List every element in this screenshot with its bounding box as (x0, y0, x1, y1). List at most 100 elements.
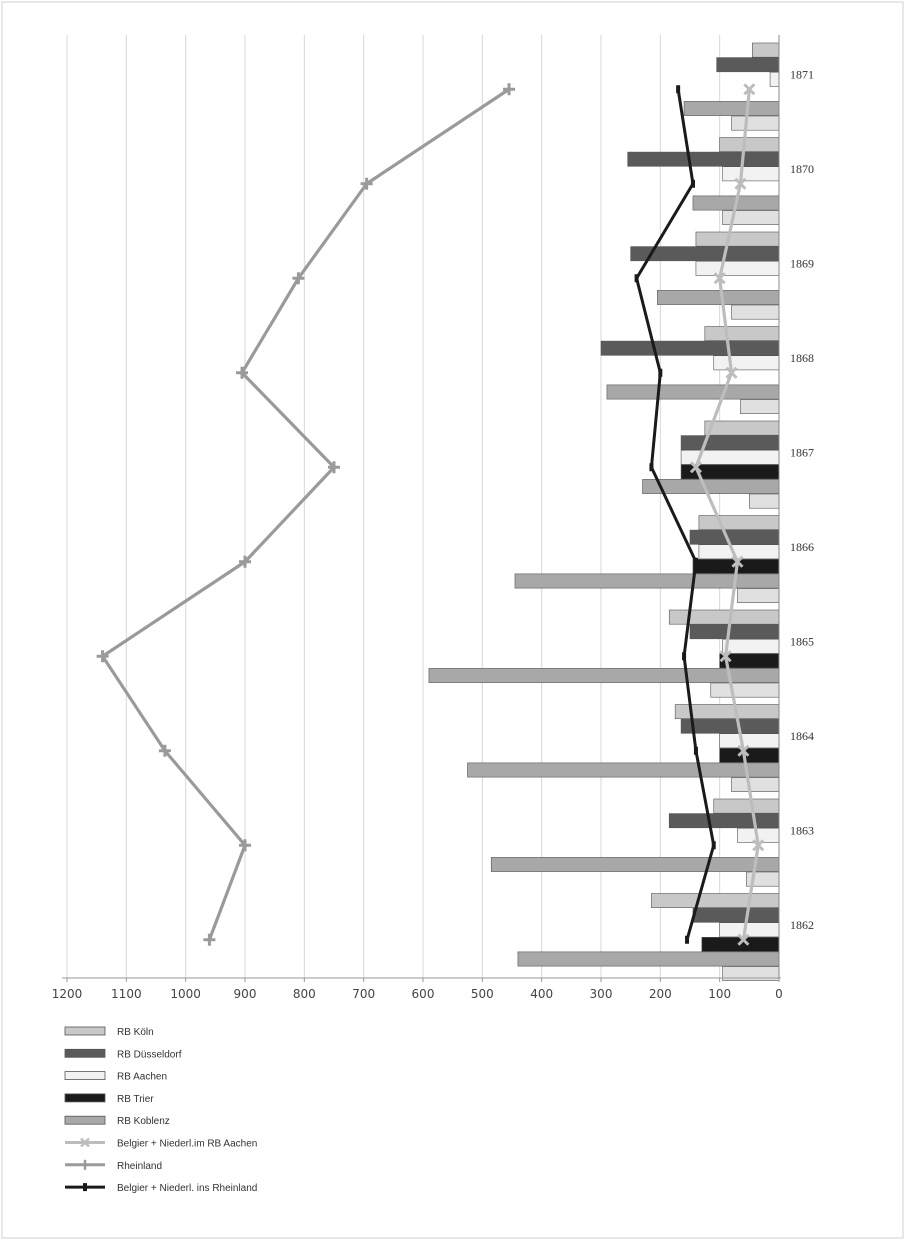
bar-rb-k-ln-1869 (696, 232, 779, 246)
year-label-1868: 1868 (790, 351, 814, 365)
point-belgier-niederl-ins-rheinland-1865 (682, 652, 686, 660)
bar-rb-aachen-1869 (696, 261, 779, 275)
line-belgier-niederl-ins-rheinland (637, 89, 714, 940)
point-belgier-niederl-ins-rheinland-1869 (635, 274, 639, 282)
bar-rb-k-ln-1862 (651, 894, 779, 908)
legend-swatch-rheinland (65, 1160, 105, 1170)
bar-rb-k-ln-1867 (705, 421, 779, 435)
bar-rb-k-ln-1868 (705, 327, 779, 341)
bar-rb-aachen-1868 (714, 356, 779, 370)
point-belgier-niederl-ins-rheinland-1863 (712, 841, 716, 849)
x-tick-label-1200: 1200 (52, 987, 83, 1001)
bar-rb-koblenz-1865 (429, 668, 779, 682)
bar-rb-d-sseldorf-1871 (717, 58, 779, 72)
year-label-1866: 1866 (790, 540, 814, 554)
legend-label-rb-k-ln: RB Köln (117, 1027, 154, 1038)
point-belgier-niederl-ins-rheinland-1868 (658, 369, 662, 377)
bar-rb-d-sseldorf-1863 (669, 814, 779, 828)
bar-series-5-1867 (749, 494, 779, 508)
bars (429, 43, 779, 981)
legend-swatch-rb-k-ln (65, 1027, 105, 1035)
point-belgier-niederl-ins-rheinland-1867 (649, 463, 653, 471)
legend-label-belgier-niederl-im-rb-aachen: Belgier + Niederl.im RB Aachen (117, 1139, 257, 1150)
bar-rb-aachen-1864 (720, 734, 779, 748)
point-belgier-niederl-ins-rheinland-1871 (676, 85, 680, 93)
legend-swatch-belgier-niederl-im-rb-aachen (65, 1139, 105, 1147)
legend-swatch-rb-koblenz (65, 1116, 105, 1124)
x-tick-label-1000: 1000 (170, 987, 201, 1001)
bar-rb-koblenz-1863 (491, 857, 779, 871)
x-axis: 1200 1100 1000 900 800 700 600 500 400 300 200 100 0 (52, 35, 783, 1001)
year-label-1865: 1865 (790, 634, 814, 648)
bar-rb-aachen-1870 (723, 167, 779, 181)
legend-label-rb-aachen: RB Aachen (117, 1072, 167, 1083)
bar-rb-d-sseldorf-1867 (681, 436, 779, 450)
point-belgier-niederl-ins-rheinland-1864 (694, 747, 698, 755)
legend-label-rb-koblenz: RB Koblenz (117, 1116, 170, 1127)
point-rheinland-1862 (203, 934, 215, 946)
line-rheinland (103, 89, 509, 940)
bar-rb-koblenz-1871 (684, 101, 779, 115)
bar-rb-aachen-1867 (681, 450, 779, 464)
bar-rb-aachen-1866 (699, 545, 779, 559)
bar-rb-d-sseldorf-1862 (693, 908, 779, 922)
bar-rb-koblenz-1866 (515, 574, 779, 588)
bar-rb-k-ln-1871 (752, 43, 779, 57)
bar-rb-koblenz-1864 (468, 763, 780, 777)
bar-series-5-1868 (740, 400, 779, 414)
bar-rb-koblenz-1869 (657, 290, 779, 304)
year-label-1870: 1870 (790, 162, 814, 176)
bar-rb-k-ln-1866 (699, 516, 779, 530)
point-belgier-niederl-ins-rheinland-1862 (685, 936, 689, 944)
x-tick-label-900: 900 (234, 987, 257, 1001)
bar-rb-koblenz-1862 (518, 952, 779, 966)
point-belgier-niederl-ins-rheinland-1870 (691, 180, 695, 188)
legend-swatch-rb-trier (65, 1094, 105, 1102)
point-belgier-niederl-ins-rheinland-1866 (694, 558, 698, 566)
year-label-1867: 1867 (790, 445, 814, 459)
bar-rb-aachen-1865 (723, 639, 779, 653)
legend-label-rb-trier: RB Trier (117, 1094, 154, 1105)
bar-rb-trier-1864 (720, 748, 779, 762)
x-tick-label-700: 700 (352, 987, 375, 1001)
bar-rb-k-ln-1863 (714, 799, 779, 813)
legend-swatch-belgier-niederl-ins-rheinland (65, 1183, 105, 1191)
bar-rb-d-sseldorf-1866 (690, 530, 779, 544)
grid-lines (67, 35, 779, 978)
x-tick-label-800: 800 (293, 987, 316, 1001)
x-tick-label-400: 400 (530, 987, 553, 1001)
bar-series-5-1862 (723, 967, 779, 981)
x-tick-label-100: 100 (708, 987, 731, 1001)
legend-label-belgier-niederl-ins-rheinland: Belgier + Niederl. ins Rheinland (117, 1183, 257, 1194)
bar-rb-koblenz-1868 (607, 385, 779, 399)
bar-rb-d-sseldorf-1870 (628, 152, 779, 166)
year-label-1864: 1864 (790, 729, 814, 743)
legend-label-rb-d-sseldorf: RB Düsseldorf (117, 1049, 182, 1060)
bar-series-5-1869 (732, 305, 779, 319)
year-label-1862: 1862 (790, 918, 814, 932)
year-label-1869: 1869 (790, 256, 814, 270)
bar-series-5-1866 (737, 589, 779, 603)
bar-series-5-1865 (711, 683, 779, 697)
legend: RB Köln RB Düsseldorf RB Aachen RB Trier RB … (65, 1027, 257, 1194)
bar-rb-d-sseldorf-1868 (601, 341, 779, 355)
x-tick-label-500: 500 (471, 987, 494, 1001)
legend-swatch-rb-aachen (65, 1072, 105, 1080)
x-tick-label-300: 300 (590, 987, 613, 1001)
year-label-1871: 1871 (790, 67, 814, 81)
bar-rb-d-sseldorf-1864 (681, 719, 779, 733)
legend-swatch-rb-d-sseldorf (65, 1049, 105, 1057)
bar-series-5-1871 (732, 116, 779, 130)
lines (97, 83, 764, 946)
legend-marker-belgier-niederl-ins-rheinland (83, 1183, 87, 1191)
x-tick-label-1100: 1100 (111, 987, 142, 1001)
bar-rb-aachen-1862 (720, 923, 779, 937)
legend-label-rheinland: Rheinland (117, 1161, 162, 1172)
x-tick-label-600: 600 (412, 987, 435, 1001)
bar-rb-d-sseldorf-1865 (690, 625, 779, 639)
year-labels: 1871 1870 1869 1868 1867 1866 1865 1864 1863 1862 (790, 67, 814, 932)
x-tick-label-0: 0 (775, 987, 783, 1001)
x-tick-label-200: 200 (649, 987, 672, 1001)
